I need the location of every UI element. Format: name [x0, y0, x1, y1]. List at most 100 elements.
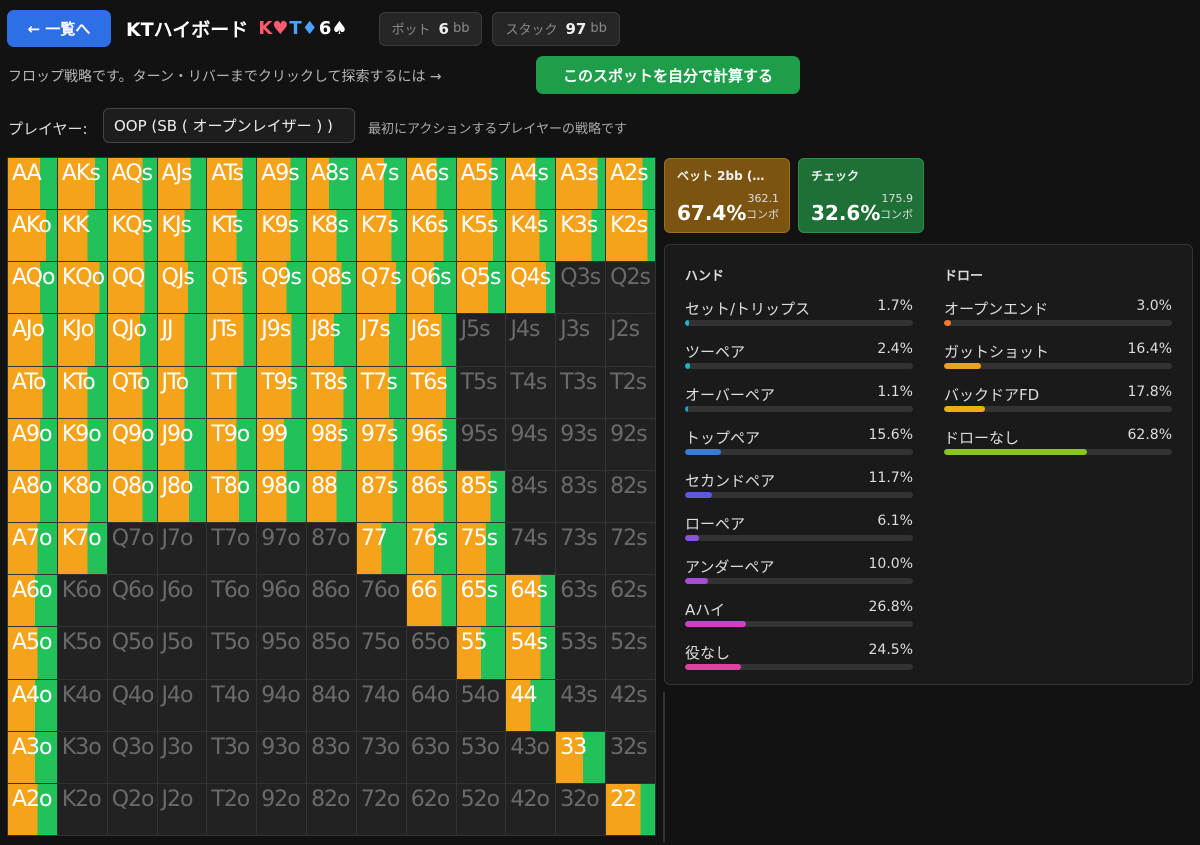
range-cell[interactable]: J6s [406, 314, 457, 367]
range-cell[interactable]: A2o [8, 783, 58, 836]
range-cell[interactable]: KQo [57, 262, 108, 315]
range-cell[interactable]: Q9s [257, 262, 308, 315]
range-cell[interactable]: 32o [556, 783, 607, 836]
range-cell[interactable]: 54o [456, 679, 507, 732]
range-cell[interactable]: 87o [307, 523, 357, 576]
range-cell[interactable]: 94o [257, 679, 308, 732]
range-cell[interactable]: Q5o [107, 627, 158, 680]
range-cell[interactable]: A4s [506, 158, 557, 211]
range-cell[interactable]: 82o [307, 783, 357, 836]
range-cell[interactable]: KJo [57, 314, 108, 367]
range-cell[interactable]: 76o [356, 575, 407, 628]
range-cell[interactable]: Q2s [606, 262, 656, 315]
range-cell[interactable]: 52s [606, 627, 656, 680]
range-cell[interactable]: J3o [157, 731, 208, 784]
range-cell[interactable]: 97o [257, 523, 308, 576]
range-cell[interactable]: AQs [107, 158, 158, 211]
range-cell[interactable]: KTs [207, 210, 258, 263]
range-cell[interactable]: AQo [8, 262, 58, 315]
range-cell[interactable]: A8o [8, 470, 58, 524]
range-cell[interactable]: K3o [57, 731, 108, 784]
range-cell[interactable]: T9s [257, 366, 308, 419]
range-cell[interactable]: J7o [157, 523, 208, 576]
range-cell[interactable]: J2o [157, 783, 208, 836]
range-cell[interactable]: K4s [506, 210, 557, 263]
range-cell[interactable]: 73s [556, 523, 607, 576]
range-cell[interactable]: T6o [207, 575, 258, 628]
range-cell[interactable]: 97s [356, 418, 407, 471]
range-cell[interactable]: 42s [606, 679, 656, 732]
range-cell[interactable]: Q3o [107, 731, 158, 784]
range-cell[interactable]: J9s [257, 314, 308, 367]
range-cell[interactable]: 96o [257, 575, 308, 628]
range-cell[interactable]: 22 [606, 783, 656, 836]
range-cell[interactable]: Q7o [107, 523, 158, 576]
range-cell[interactable]: J8s [307, 314, 357, 367]
range-cell[interactable]: 72o [356, 783, 407, 836]
range-cell[interactable]: 85o [307, 627, 357, 680]
range-cell[interactable]: 52o [456, 783, 507, 836]
range-cell[interactable]: Q7s [356, 262, 407, 315]
range-cell[interactable]: A9s [257, 158, 308, 211]
range-cell[interactable]: K7s [356, 210, 407, 263]
range-cell[interactable]: 95o [257, 627, 308, 680]
range-cell[interactable]: K7o [57, 523, 108, 576]
range-cell[interactable]: J4o [157, 679, 208, 732]
range-cell[interactable]: J9o [157, 418, 208, 471]
range-cell[interactable]: ATs [207, 158, 258, 211]
range-cell[interactable]: 95s [456, 418, 507, 471]
range-cell[interactable]: T8o [207, 470, 258, 524]
range-cell[interactable]: Q2o [107, 783, 158, 836]
range-cell[interactable]: 53o [456, 731, 507, 784]
range-cell[interactable]: Q8s [307, 262, 357, 315]
range-cell[interactable]: 75s [456, 523, 507, 576]
range-cell[interactable]: K6o [57, 575, 108, 628]
range-cell[interactable]: AKo [8, 210, 58, 263]
range-cell[interactable]: 62s [606, 575, 656, 628]
range-cell[interactable]: JJ [157, 314, 208, 367]
range-cell[interactable]: 84s [506, 470, 557, 524]
range-cell[interactable]: 42o [506, 783, 557, 836]
range-cell[interactable]: K6s [406, 210, 457, 263]
range-cell[interactable]: A7o [8, 523, 58, 576]
action-bet-card[interactable]: ベット 2bb (… 67.4% 362.1 コンボ [664, 158, 790, 233]
range-cell[interactable]: A9o [8, 418, 58, 471]
range-cell[interactable]: Q6s [406, 262, 457, 315]
range-cell[interactable]: 44 [506, 679, 557, 732]
range-cell[interactable]: QQ [107, 262, 158, 315]
range-cell[interactable]: J7s [356, 314, 407, 367]
range-cell[interactable]: 84o [307, 679, 357, 732]
range-cell[interactable]: T6s [406, 366, 457, 419]
range-cell[interactable]: A4o [8, 679, 58, 732]
range-cell[interactable]: 73o [356, 731, 407, 784]
range-cell[interactable]: QJs [157, 262, 208, 315]
range-cell[interactable]: 86s [406, 470, 457, 524]
range-cell[interactable]: T3o [207, 731, 258, 784]
range-cell[interactable]: K5o [57, 627, 108, 680]
range-cell[interactable]: 43s [556, 679, 607, 732]
player-select[interactable]: OOP (SB ( オープンレイザー ) ) [103, 108, 355, 143]
range-cell[interactable]: QJo [107, 314, 158, 367]
range-cell[interactable]: 86o [307, 575, 357, 628]
range-cell[interactable]: Q5s [456, 262, 507, 315]
range-cell[interactable]: 64o [406, 679, 457, 732]
range-cell[interactable]: 83s [556, 470, 607, 524]
range-cell[interactable]: 63s [556, 575, 607, 628]
range-cell[interactable]: 75o [356, 627, 407, 680]
range-cell[interactable]: 87s [356, 470, 407, 524]
range-cell[interactable]: Q4o [107, 679, 158, 732]
range-cell[interactable]: T7o [207, 523, 258, 576]
range-cell[interactable]: QTs [207, 262, 258, 315]
range-cell[interactable]: J6o [157, 575, 208, 628]
range-cell[interactable]: A5o [8, 627, 58, 680]
range-cell[interactable]: 65o [406, 627, 457, 680]
range-cell[interactable]: Q8o [107, 470, 158, 524]
range-cell[interactable]: 54s [506, 627, 557, 680]
range-cell[interactable]: 32s [606, 731, 656, 784]
range-cell[interactable]: 66 [406, 575, 457, 628]
range-cell[interactable]: A6o [8, 575, 58, 628]
range-cell[interactable]: 85s [456, 470, 507, 524]
range-cell[interactable]: K4o [57, 679, 108, 732]
range-cell[interactable]: K5s [456, 210, 507, 263]
range-cell[interactable]: A8s [307, 158, 357, 211]
